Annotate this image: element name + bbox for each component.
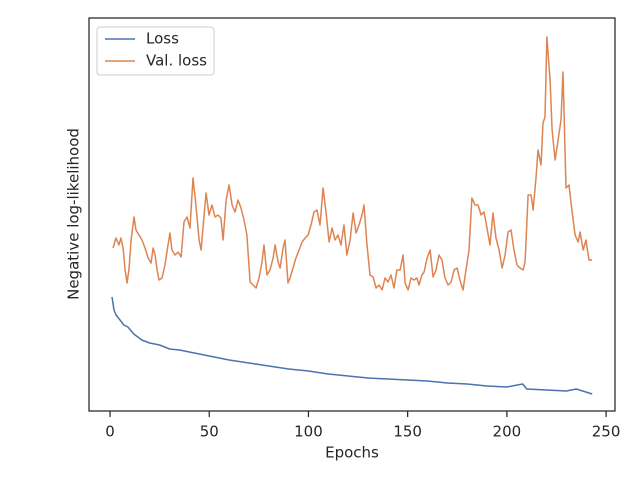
- line-series: [112, 36, 592, 291]
- line-series: [111, 296, 593, 395]
- legend-label: Loss: [146, 30, 179, 48]
- x-tick-label: 250: [592, 423, 621, 441]
- x-axis-label: Epochs: [325, 444, 379, 462]
- plot-frame: [88, 17, 616, 412]
- x-tick-label: 0: [105, 423, 115, 441]
- x-tick-label: 200: [493, 423, 522, 441]
- y-axis-label: Negative log-likelihood: [65, 128, 83, 300]
- x-tick-label: 100: [294, 423, 323, 441]
- x-tick-label: 50: [200, 423, 219, 441]
- legend-label: Val. loss: [146, 52, 207, 70]
- x-tick-label: 150: [393, 423, 422, 441]
